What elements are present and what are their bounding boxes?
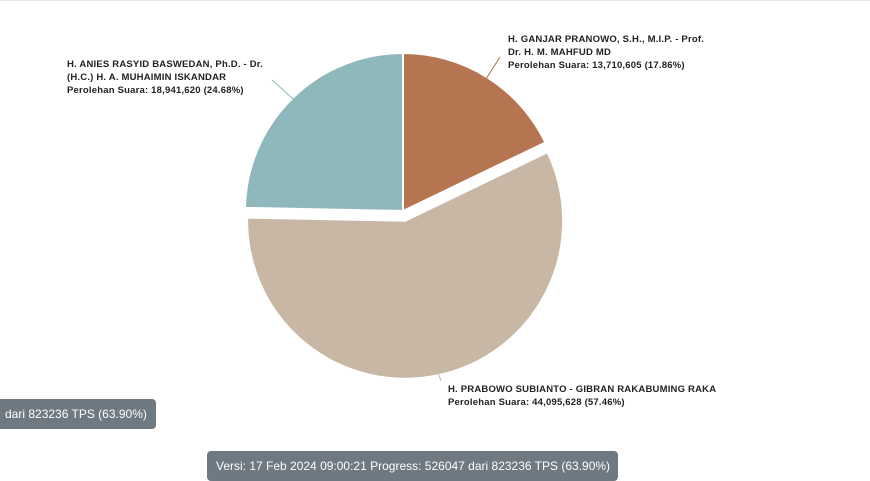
label-anies-votes: Perolehan Suara: 18,941,620 (24.68%) — [67, 85, 244, 96]
label-anies: H. ANIES RASYID BASWEDAN, Ph.D. - Dr. (H… — [67, 58, 263, 97]
label-prabowo-votes: Perolehan Suara: 44,095,628 (57.46%) — [448, 397, 625, 408]
label-ganjar-name-line-1: H. GANJAR PRANOWO, S.H., M.I.P. - Prof. — [508, 34, 705, 45]
label-ganjar: H. GANJAR PRANOWO, S.H., M.I.P. - Prof. … — [508, 33, 704, 72]
label-anies-name-line-2: (H.C.) H. A. MUHAIMIN ISKANDAR — [67, 72, 227, 83]
label-prabowo: H. PRABOWO SUBIANTO - GIBRAN RAKABUMING … — [448, 383, 716, 409]
pie-slice-anies[interactable] — [244, 52, 404, 212]
top-divider — [0, 0, 870, 1]
leader-line-anies — [271, 79, 295, 100]
leader-line-prabowo — [437, 373, 442, 382]
progress-badge-left: dari 823236 TPS (63.90%) — [0, 399, 156, 429]
label-ganjar-name-line-2: Dr. H. M. MAHFUD MD — [508, 47, 612, 58]
leader-line-ganjar — [485, 56, 501, 80]
label-anies-name-line-1: H. ANIES RASYID BASWEDAN, Ph.D. - Dr. — [67, 59, 264, 70]
label-ganjar-votes: Perolehan Suara: 13,710,605 (17.86%) — [508, 60, 685, 71]
label-prabowo-name-line-1: H. PRABOWO SUBIANTO - GIBRAN RAKABUMING … — [448, 384, 717, 395]
progress-badge-bottom: Versi: 17 Feb 2024 09:00:21 Progress: 52… — [207, 451, 619, 481]
